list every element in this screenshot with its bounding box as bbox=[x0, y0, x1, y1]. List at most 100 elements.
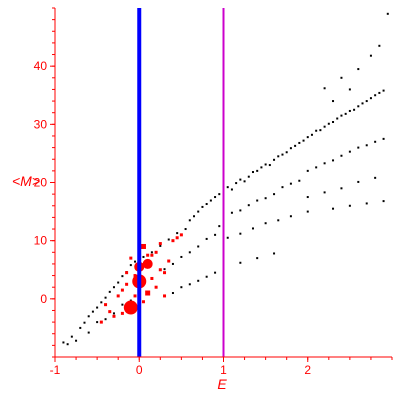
black-point bbox=[117, 281, 120, 284]
black-point bbox=[193, 215, 196, 218]
black-point bbox=[340, 154, 343, 157]
black-point bbox=[323, 87, 326, 90]
black-point bbox=[306, 210, 309, 213]
black-point bbox=[273, 158, 276, 161]
black-point bbox=[218, 225, 221, 228]
black-point bbox=[180, 255, 183, 258]
black-point bbox=[247, 204, 250, 207]
red-point bbox=[158, 242, 162, 246]
x-axis-title: E bbox=[217, 376, 227, 392]
black-point bbox=[205, 203, 208, 206]
black-point bbox=[62, 341, 65, 344]
black-point bbox=[142, 255, 145, 258]
black-point bbox=[167, 238, 170, 241]
black-point bbox=[230, 188, 233, 191]
black-point bbox=[340, 187, 343, 190]
black-point bbox=[382, 200, 385, 203]
y-tick-label: 40 bbox=[34, 59, 48, 73]
black-point bbox=[214, 196, 217, 199]
black-point bbox=[332, 121, 335, 124]
black-point bbox=[121, 303, 124, 306]
black-point bbox=[180, 286, 183, 289]
black-point bbox=[66, 343, 69, 346]
black-point bbox=[348, 88, 351, 91]
black-point bbox=[218, 193, 221, 196]
x-tick-label: 0 bbox=[136, 363, 143, 377]
x-tick-label: 2 bbox=[304, 363, 311, 377]
black-point bbox=[96, 321, 99, 324]
black-point bbox=[214, 271, 217, 274]
red-point bbox=[108, 310, 112, 314]
red-point bbox=[167, 259, 171, 263]
black-point bbox=[239, 261, 242, 264]
black-point bbox=[260, 166, 263, 169]
red-point bbox=[142, 258, 153, 269]
red-point bbox=[154, 250, 158, 254]
black-point bbox=[348, 150, 351, 153]
black-point bbox=[332, 159, 335, 162]
black-point bbox=[239, 232, 242, 235]
black-point bbox=[281, 186, 284, 189]
red-point bbox=[141, 300, 145, 304]
black-point bbox=[91, 310, 94, 313]
black-point bbox=[188, 219, 191, 222]
y-tick-label: 10 bbox=[34, 234, 48, 248]
black-point bbox=[230, 211, 233, 214]
black-point bbox=[256, 169, 259, 172]
red-point bbox=[154, 285, 158, 289]
black-point bbox=[365, 202, 368, 205]
black-point bbox=[205, 237, 208, 240]
black-point bbox=[374, 176, 377, 179]
red-point bbox=[120, 311, 124, 315]
black-point bbox=[357, 105, 360, 108]
black-point bbox=[201, 205, 204, 208]
y-tick-label: 20 bbox=[34, 176, 48, 190]
black-point bbox=[382, 89, 385, 92]
black-point bbox=[357, 146, 360, 149]
red-point bbox=[163, 271, 167, 275]
black-point bbox=[197, 245, 200, 248]
black-point bbox=[171, 262, 174, 265]
black-point bbox=[374, 94, 377, 97]
y-axis-title: <M> bbox=[12, 173, 40, 189]
black-point bbox=[310, 133, 313, 136]
black-point bbox=[184, 228, 187, 231]
black-point bbox=[79, 326, 82, 329]
black-point bbox=[96, 306, 99, 309]
black-point bbox=[197, 210, 200, 213]
black-point bbox=[256, 199, 259, 202]
black-point bbox=[251, 227, 254, 230]
black-point bbox=[336, 117, 339, 120]
black-point bbox=[87, 331, 90, 334]
black-point bbox=[176, 232, 179, 235]
black-point bbox=[134, 260, 137, 263]
black-point bbox=[302, 139, 305, 142]
red-point bbox=[99, 320, 103, 324]
black-point bbox=[374, 140, 377, 143]
black-point bbox=[264, 163, 267, 166]
black-point bbox=[112, 312, 115, 315]
black-point bbox=[256, 257, 259, 260]
black-point bbox=[294, 144, 297, 147]
red-point bbox=[125, 282, 129, 286]
red-point bbox=[150, 253, 154, 257]
black-point bbox=[251, 171, 254, 174]
black-point bbox=[273, 252, 276, 255]
black-point bbox=[369, 97, 372, 100]
y-tick-label: 30 bbox=[34, 117, 48, 131]
black-point bbox=[306, 196, 309, 199]
black-point bbox=[226, 236, 229, 239]
black-point bbox=[264, 222, 267, 225]
black-point bbox=[340, 114, 343, 117]
black-point bbox=[163, 268, 166, 271]
x-tick-label: 1 bbox=[220, 363, 227, 377]
black-point bbox=[332, 207, 335, 210]
black-point bbox=[209, 199, 212, 202]
black-point bbox=[239, 178, 242, 181]
black-point bbox=[239, 209, 242, 212]
black-point bbox=[205, 275, 208, 278]
red-point bbox=[112, 314, 116, 318]
black-point bbox=[378, 44, 381, 47]
